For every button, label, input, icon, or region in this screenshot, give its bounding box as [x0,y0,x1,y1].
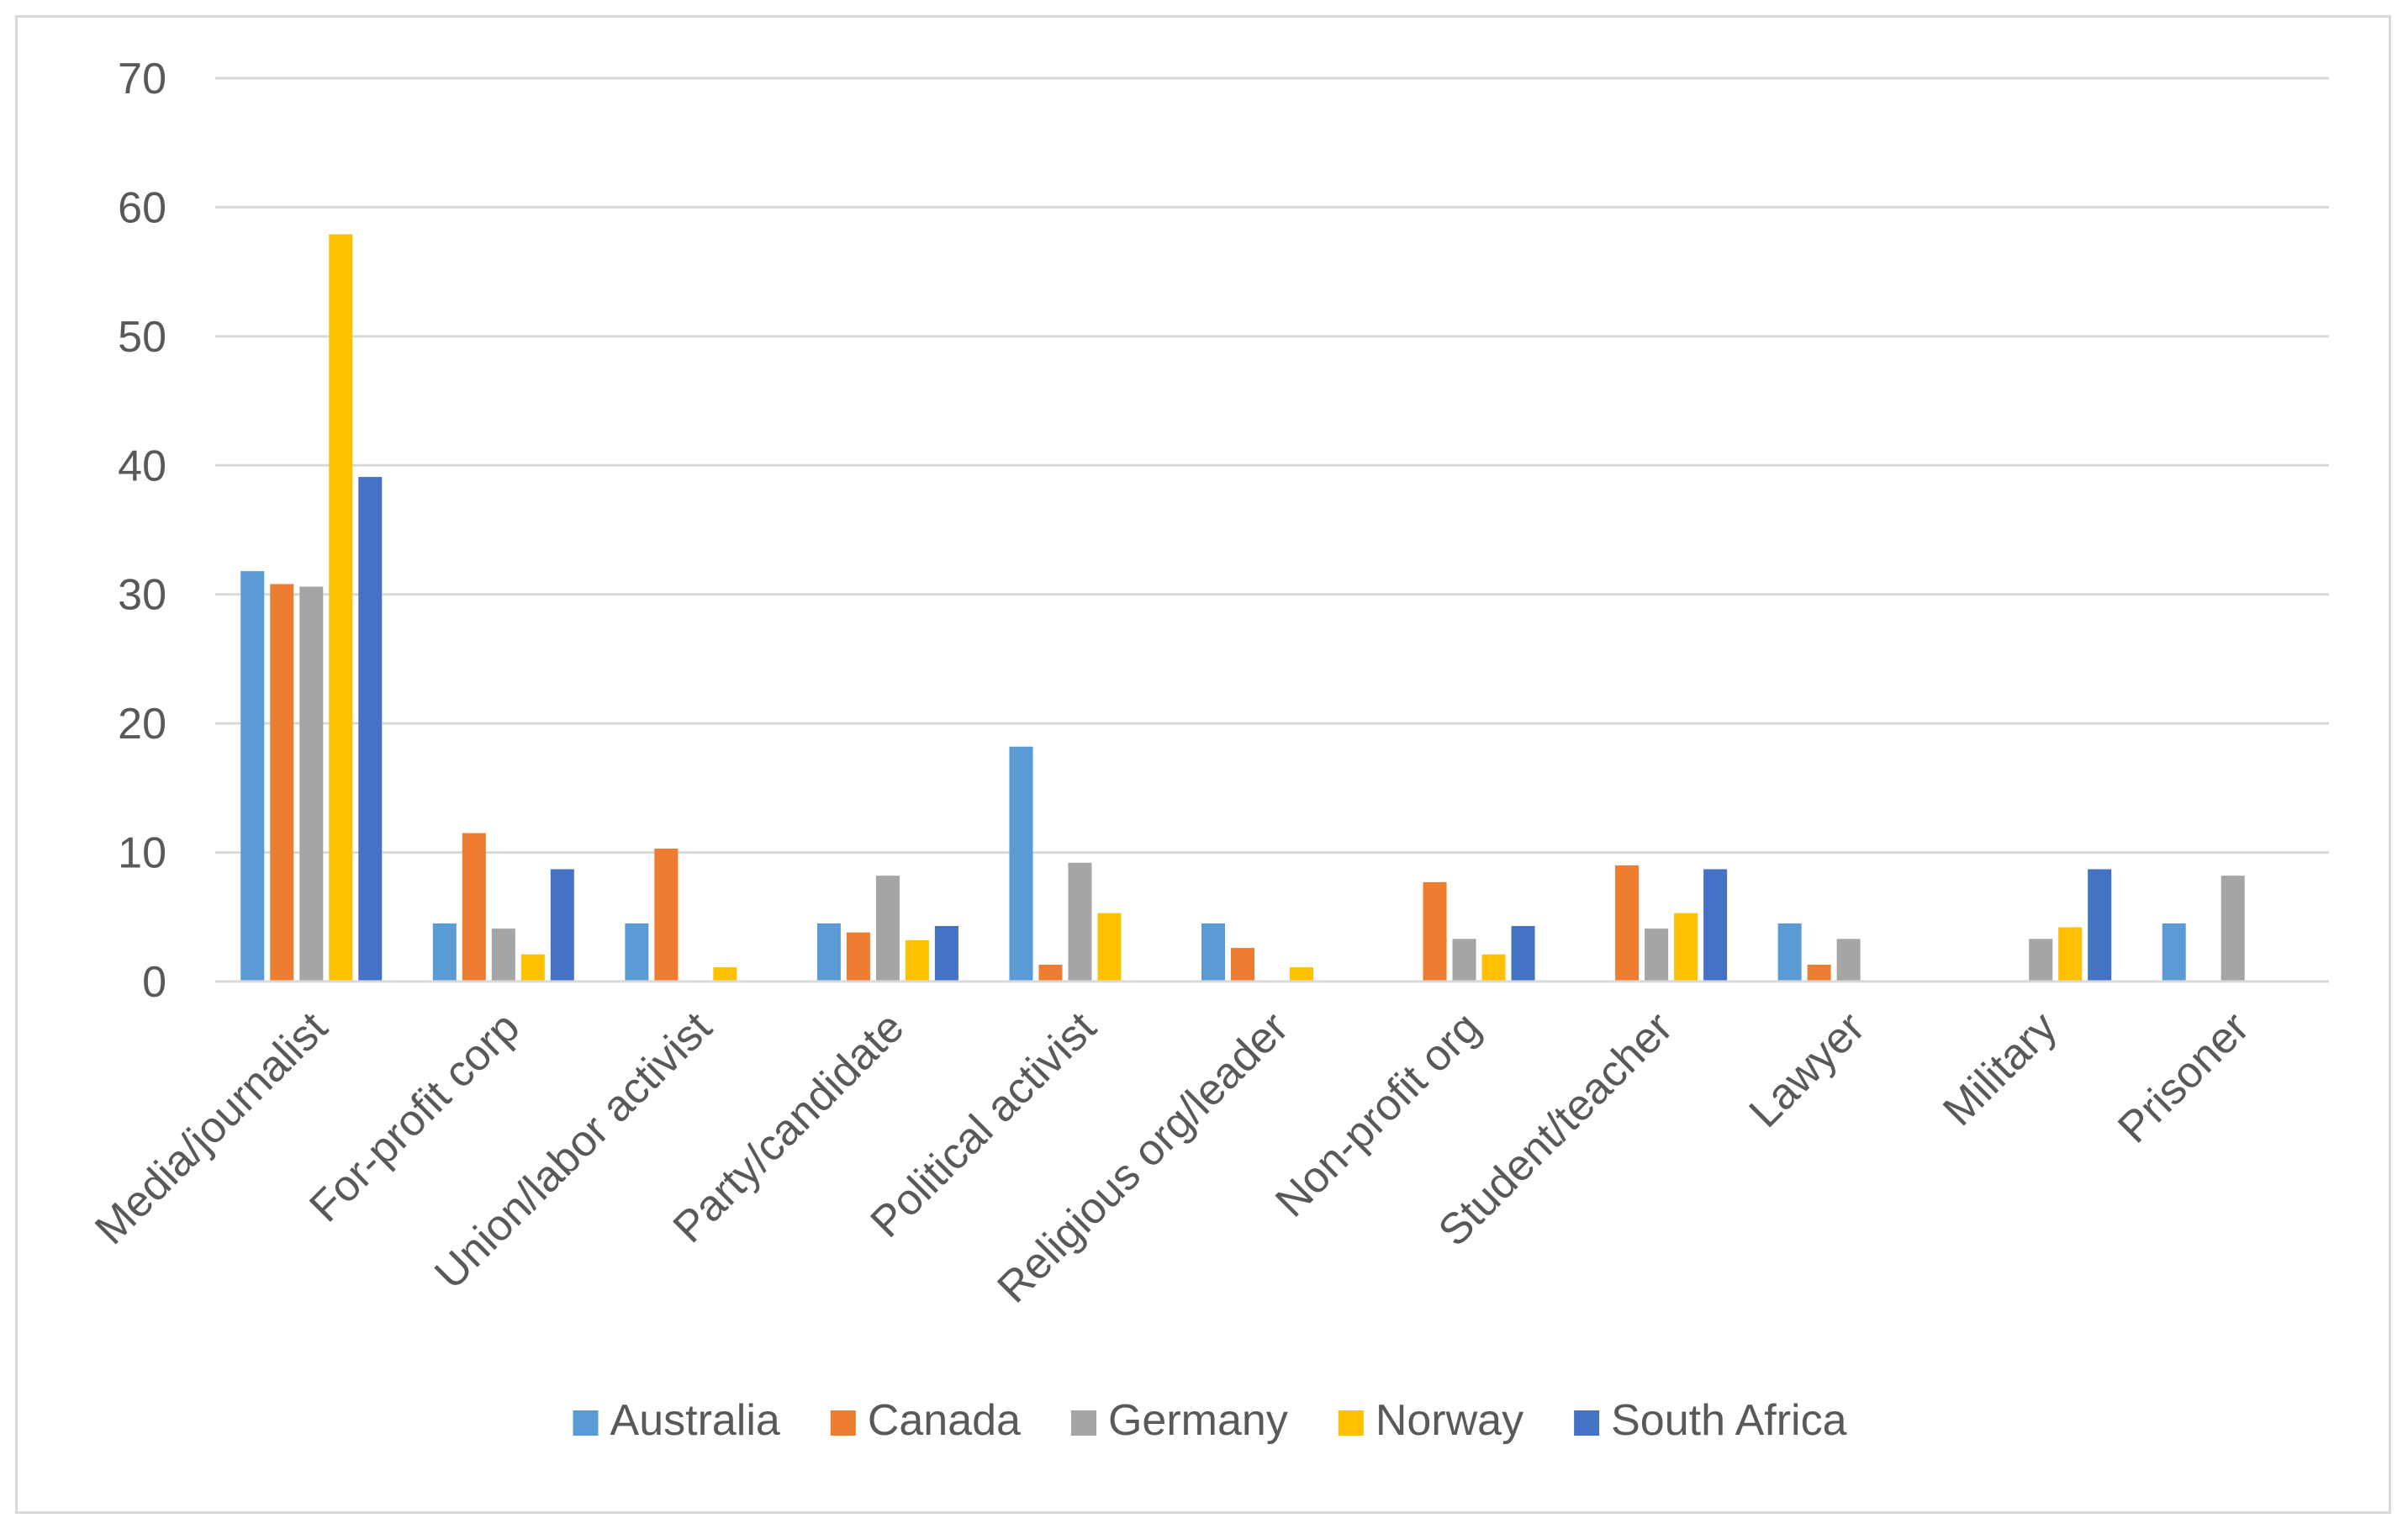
y-tick-label-60: 60 [118,183,166,232]
legend-swatch [573,1410,599,1436]
bar-canada-4 [1038,965,1063,981]
bar-norway-0 [329,234,353,981]
bar-norway-2 [713,967,737,981]
bar-chart: 0 10 20 30 40 50 60 70 Media/journalistFor-prof… [86,55,2329,1445]
bar-south-africa-7 [1703,869,1728,981]
bar-canada-3 [846,932,870,981]
legend-item-germany: Germany [1070,1396,1288,1445]
y-tick-label-10: 10 [118,829,166,878]
y-tick-label-20: 20 [118,700,166,749]
bar-germany-9 [2029,939,2053,981]
bar-germany-0 [299,586,324,981]
legend-item-norway: Norway [1338,1396,1523,1445]
legend-label: Germany [1108,1396,1288,1445]
bar-germany-10 [2221,876,2245,981]
legend-label: Australia [610,1396,780,1445]
bar-south-africa-3 [934,926,958,981]
bar-norway-4 [1097,913,1122,981]
legend-swatch [1070,1410,1096,1436]
bar-canada-8 [1807,965,1831,981]
x-category-label-8: Lawyer [1740,1003,1875,1137]
y-tick-label-0: 0 [142,958,166,1007]
legend: Australia Canada Germany Norway South Africa [573,1396,1847,1445]
bar-canada-2 [654,848,679,981]
bar-australia-3 [816,923,841,981]
bar-germany-7 [1645,929,1669,981]
bar-norway-3 [905,939,929,981]
legend-swatch [830,1410,856,1436]
bar-norway-5 [1290,967,1313,981]
legend-label: Canada [868,1396,1021,1445]
x-category-label-10: Prisoner [2109,1003,2258,1152]
bar-germany-8 [1836,939,1861,981]
bar-south-africa-0 [358,477,383,981]
legend-item-australia: Australia [573,1396,780,1445]
y-tick-label-30: 30 [118,571,166,620]
chart-frame: 0 10 20 30 40 50 60 70 Media/journalist For-prof… [15,15,2391,1514]
x-category-label-9: Military [1934,1003,2066,1135]
bar-australia-4 [1009,746,1033,981]
bar-canada-7 [1615,865,1640,981]
bar-germany-4 [1068,862,1092,981]
bar-norway-6 [1481,954,1506,981]
bar-south-africa-1 [550,869,574,981]
bar-germany-6 [1452,939,1476,981]
legend-swatch [1338,1410,1364,1436]
legend-item-canada: Canada [830,1396,1021,1445]
bar-south-africa-9 [2088,869,2112,981]
bar-canada-6 [1423,881,1447,981]
bar-norway-1 [520,954,545,981]
bar-australia-10 [2162,923,2186,981]
y-tick-label-70: 70 [118,55,166,103]
y-tick-label-40: 40 [118,442,166,490]
legend-label: South Africa [1611,1396,1846,1445]
bar-australia-8 [1777,923,1802,981]
y-tick-label-50: 50 [118,313,166,362]
bar-australia-5 [1201,923,1225,981]
gridlines [215,77,2329,854]
bar-canada-0 [270,584,294,981]
bar-germany-1 [491,929,515,981]
bar-south-africa-6 [1511,926,1535,981]
bar-germany-3 [875,876,900,981]
bar-norway-9 [2058,927,2083,981]
y-axis-ticks: 0 10 20 30 40 50 60 70 [118,55,166,1007]
bar-canada-5 [1231,948,1254,981]
bar-australia-0 [240,571,265,981]
bar-norway-7 [1674,913,1698,981]
bars [240,234,2245,981]
bar-canada-1 [462,833,486,981]
bar-australia-1 [432,923,457,981]
x-category-label-0: Media/journalist [86,1003,337,1254]
legend-item-south-africa: South Africa [1574,1396,1847,1445]
legend-label: Norway [1376,1396,1523,1445]
legend-swatch [1574,1410,1600,1436]
bar-australia-2 [625,923,649,981]
x-category-label-6: Non-profit org [1266,1003,1490,1226]
